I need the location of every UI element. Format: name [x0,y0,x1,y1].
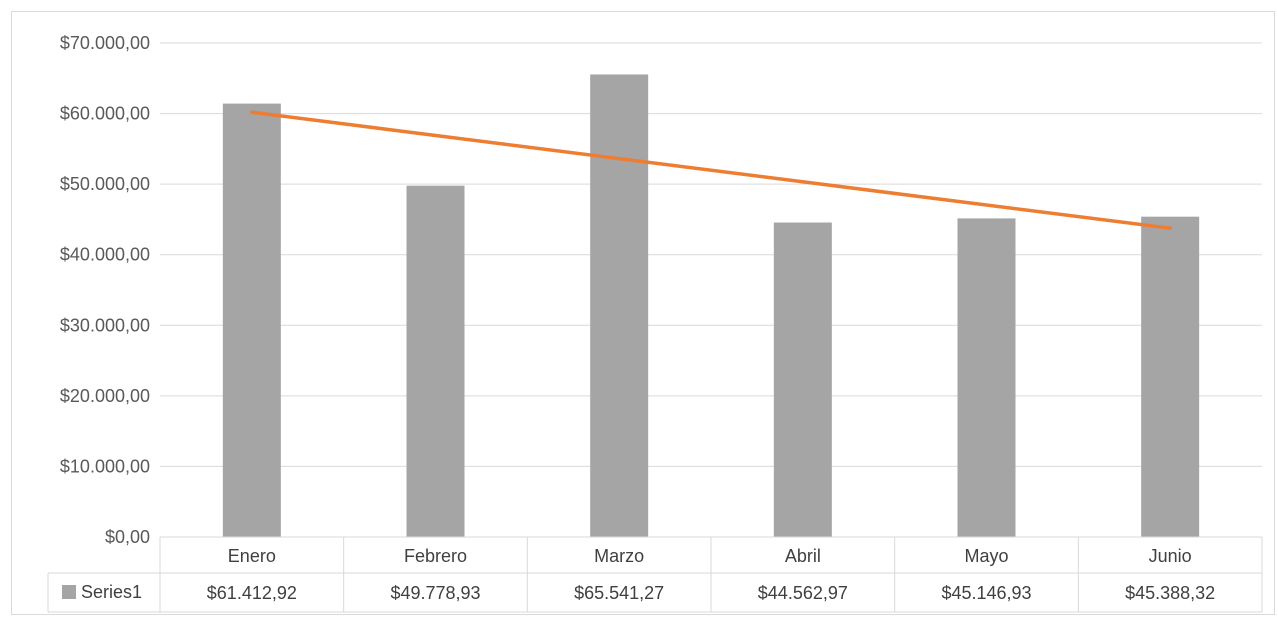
bar [957,218,1016,537]
y-tick-label: $60.000,00 [60,104,150,124]
data-value-label: $44.562,97 [758,583,848,603]
y-tick-label: $50.000,00 [60,174,150,194]
y-axis-ticks: $0,00 $10.000,00 $20.000,00 $30.000,00 $40.0… [60,33,150,547]
category-label: Febrero [404,546,467,566]
data-value-label: $49.778,93 [390,583,480,603]
data-value-label: $61.412,92 [207,583,297,603]
bar [773,222,832,537]
category-label: Junio [1149,546,1192,566]
trendline [250,110,1172,230]
bar [222,103,281,537]
series-name: Series1 [81,582,142,602]
data-value-label: $45.388,32 [1125,583,1215,603]
category-label: Marzo [594,546,644,566]
y-tick-label: $20.000,00 [60,386,150,406]
data-table: Enero Febrero Marzo Abril Mayo Junio Series1 $6… [47,536,1263,613]
data-value-label: $65.541,27 [574,583,664,603]
gridlines [160,42,1262,467]
y-tick-label: $10.000,00 [60,456,150,476]
trendline-group [250,110,1172,230]
data-value-label: $45.146,93 [941,583,1031,603]
bar [406,185,465,537]
y-tick-label: $30.000,00 [60,315,150,335]
bars [222,74,1200,538]
bar [1141,216,1200,537]
category-label: Mayo [964,546,1008,566]
bar [590,74,649,538]
legend-key [62,585,76,599]
y-tick-label: $70.000,00 [60,33,150,53]
category-label: Abril [785,546,821,566]
y-tick-label: $40.000,00 [60,245,150,265]
category-label: Enero [228,546,276,566]
y-tick-label: $0,00 [105,527,150,547]
